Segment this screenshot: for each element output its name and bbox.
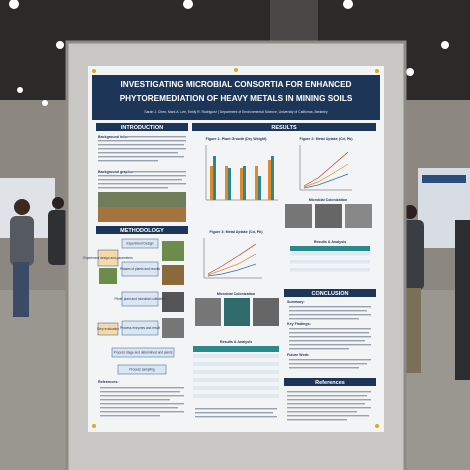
pins bbox=[92, 68, 379, 428]
section-heading: RESULTS bbox=[271, 125, 297, 131]
section-header bbox=[192, 123, 376, 131]
section-header bbox=[96, 226, 188, 234]
section-header bbox=[284, 378, 376, 386]
title-line: PHYTOREMEDIATION OF HEAVY METALS IN MINI… bbox=[120, 94, 353, 103]
section-header bbox=[96, 123, 188, 131]
text-lines bbox=[100, 387, 184, 417]
figure-1-illustration bbox=[205, 145, 278, 201]
table-rows bbox=[290, 252, 370, 272]
conclusion-item: Summary: bbox=[287, 300, 305, 304]
figure-title: Figure 3: Metal Uptake (Cd, Pb) bbox=[209, 230, 263, 234]
distant-poster-header bbox=[422, 175, 466, 183]
micro-title: Microbial Colonization bbox=[309, 198, 347, 202]
figure-title: Figure 2: Metal Uptake (Cd, Pb) bbox=[299, 137, 353, 141]
flow-step: Phases of plants and results bbox=[120, 267, 160, 271]
flow-step: Pilots' plant and microbial cultivation bbox=[114, 297, 165, 301]
figure-title: Figure 1: Plant Growth (Dry Weight) bbox=[206, 137, 268, 141]
references-heading: References: bbox=[98, 380, 119, 384]
title-line: INVESTIGATING MICROBIAL CONSORTIA FOR EN… bbox=[121, 80, 352, 89]
intro-item: Background info: bbox=[98, 135, 128, 139]
intro-item: Background graphs: bbox=[98, 170, 133, 174]
flowchart-photos bbox=[99, 241, 184, 338]
table-title: Results & Analysis bbox=[314, 240, 346, 244]
flowchart bbox=[97, 238, 175, 375]
text-lines bbox=[98, 136, 186, 162]
intro-photo-soil bbox=[98, 207, 186, 222]
title-band bbox=[92, 75, 380, 120]
section-heading: INTRODUCTION bbox=[121, 125, 163, 131]
micro-title: Microbial Colonization bbox=[217, 292, 255, 296]
authors: Sarah J. Chen, Mark A. Lee, Emily R. Rod… bbox=[144, 110, 328, 114]
section-heading: CONCLUSION bbox=[312, 291, 349, 297]
flow-step: Process sampling bbox=[129, 367, 154, 371]
text-lines bbox=[195, 408, 277, 418]
figure-3-illustration bbox=[203, 238, 262, 279]
flow-step: Experiment Design bbox=[127, 241, 154, 245]
flow-step: Process stage and determined and plants bbox=[114, 350, 173, 354]
table-title: Results & Analysis bbox=[220, 340, 252, 344]
section-heading: References bbox=[315, 380, 345, 386]
flow-side-label: Step evaluation bbox=[97, 327, 119, 331]
conclusion-item: Key Findings: bbox=[287, 322, 311, 326]
text-lines bbox=[287, 391, 371, 421]
flow-step: Process enzymes and result bbox=[120, 326, 160, 330]
table-header bbox=[290, 246, 370, 251]
table-header bbox=[193, 346, 279, 352]
figure-2-illustration bbox=[299, 145, 352, 191]
section-heading: METHODOLOGY bbox=[120, 228, 164, 234]
flow-side-label: Experiment design and parameters bbox=[83, 256, 133, 260]
ceiling-lights bbox=[9, 0, 449, 106]
section-header bbox=[284, 289, 376, 297]
pillar bbox=[270, 0, 318, 42]
conclusion-item: Future Work: bbox=[287, 353, 309, 357]
table-rows bbox=[193, 354, 279, 398]
micrographs bbox=[195, 204, 372, 326]
text-lines bbox=[289, 306, 371, 320]
text-lines bbox=[98, 171, 186, 189]
text-lines bbox=[289, 359, 371, 369]
text-lines bbox=[289, 328, 371, 350]
